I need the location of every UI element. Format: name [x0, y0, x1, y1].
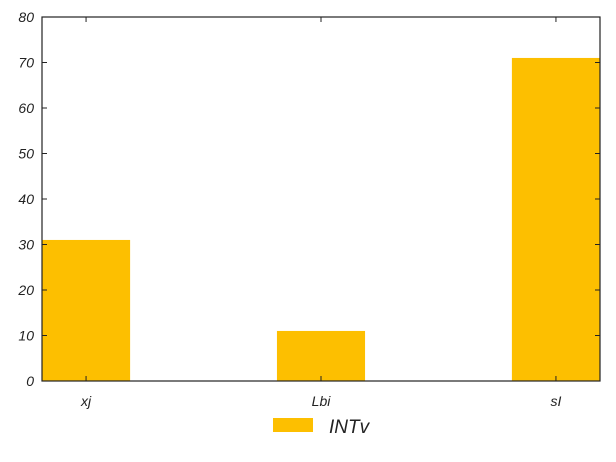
x-tick-label-sI: sI [551, 393, 562, 409]
y-tick-labels: 0 10 20 30 40 50 60 70 80 [17, 9, 34, 389]
legend-swatch [273, 418, 313, 432]
legend-label: INTv [329, 417, 371, 438]
bars-layer [42, 57, 600, 381]
y-tick-label: 80 [18, 9, 34, 25]
y-tick-label: 70 [18, 55, 34, 71]
legend: INTv [273, 417, 371, 438]
bar-xj [42, 239, 131, 381]
y-tick-label: 20 [17, 282, 34, 298]
y-tick-label: 50 [18, 146, 34, 162]
bar-Lbi [276, 330, 366, 381]
x-tick-label-Lbi: Lbi [312, 393, 332, 409]
plot-frame [41, 16, 601, 382]
y-tick-label: 40 [18, 191, 34, 207]
x-tick-labels: xj Lbi sI [80, 393, 562, 409]
y-tick-label: 60 [18, 100, 34, 116]
x-tick-label-xj: xj [80, 393, 92, 409]
y-tick-label: 30 [18, 237, 34, 253]
y-tick-label: 10 [18, 328, 34, 344]
y-tick-label: 0 [26, 373, 34, 389]
bar-sI [511, 57, 600, 381]
